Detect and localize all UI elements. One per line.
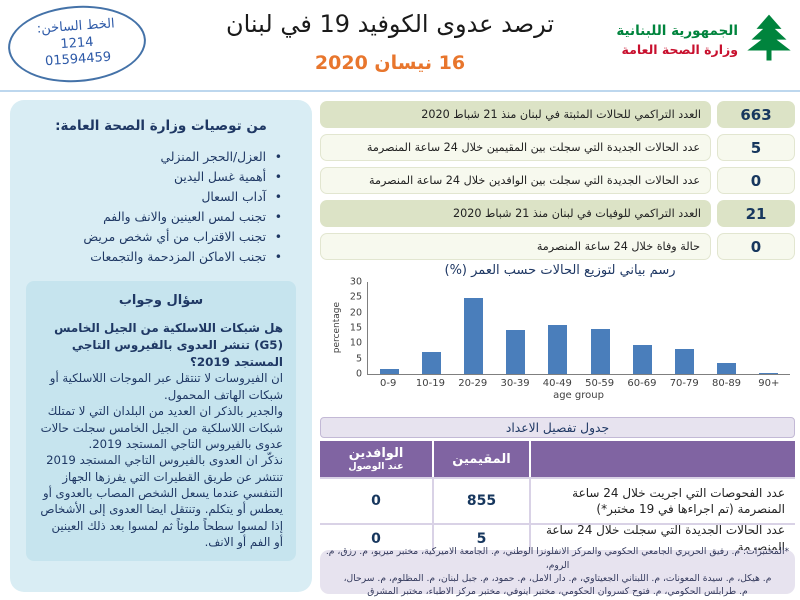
hotline-badge: الخط الساخن: 1214 01594459 (5, 1, 149, 87)
x-tick-label: 40-49 (542, 378, 572, 389)
y-tick-label: 0 (355, 368, 362, 380)
recommendation-item: تجنب لمس العينين والانف والفم (26, 208, 282, 228)
chart-bar (663, 282, 705, 374)
sidebar-panel: من توصيات وزارة الصحة العامة: العزل/الحج… (10, 100, 312, 592)
stat-value: 21 (717, 200, 795, 227)
detail-table: المقيمين الوافدين عند الوصول عدد الفحوصا… (320, 441, 795, 554)
x-tick-label: 0-9 (379, 378, 397, 389)
header-cell-arrivals: الوافدين عند الوصول (320, 441, 432, 477)
stat-value: 5 (717, 134, 795, 161)
header-cell-residents: المقيمين (434, 441, 529, 477)
recommendation-item: أهمية غسل اليدين (26, 168, 282, 188)
residents-value: 5 (434, 525, 529, 552)
laboratories-footnote: *المختبرات: م. رفيق الحريري الجامعي الحك… (320, 546, 795, 597)
x-tick-label: 30-39 (500, 378, 530, 389)
x-tick-label: 60-69 (627, 378, 657, 389)
qa-title: سؤال وجواب (118, 293, 204, 309)
stat-label: العدد التراكمي للحالات المثبتة في لبنان … (320, 101, 711, 128)
age-distribution-chart: رسم بياني لتوزيع الحالات حسب العمر (%) p… (330, 263, 790, 413)
arrivals-header-sublabel: عند الوصول (348, 461, 404, 472)
chart-bar (495, 282, 537, 374)
x-axis-ticks: 0-9 10-19 20-29 30-39 40-49 50-59 60-69 70-79 80… (367, 378, 790, 389)
page-title: ترصد عدوى الكوفيد 19 في لبنان (225, 10, 555, 38)
chart-bar (579, 282, 621, 374)
plot-area (367, 282, 790, 375)
chart-bar (621, 282, 663, 374)
chart-bar (706, 282, 748, 374)
header-cell-empty (531, 441, 795, 477)
ministry-logo: الجمهورية اللبنانية وزارة الصحة العامة (616, 12, 794, 68)
detail-table-header: المقيمين الوافدين عند الوصول (320, 441, 795, 477)
qa-answer-paragraph: نذكّر ان العدوى بالفيروس التاجي المستجد … (40, 453, 283, 550)
x-tick-label: 20-29 (458, 378, 488, 389)
recommendation-item: آداب السعال (26, 188, 282, 208)
stat-label: العدد التراكمي للوفيات في لبنان منذ 21 ش… (320, 200, 711, 227)
stat-row-new-resident-cases: 5 عدد الحالات الجديدة التي سجلت بين المق… (320, 134, 795, 161)
stat-row-cumulative-deaths: 21 العدد التراكمي للوفيات في لبنان منذ 2… (320, 200, 795, 227)
recommendation-item: تجنب الاقتراب من أي شخص مريض (26, 228, 282, 248)
stat-row-new-arrival-cases: 0 عدد الحالات الجديدة التي سجلت بين الوا… (320, 167, 795, 194)
logo-ministry-label: وزارة الصحة العامة (621, 41, 738, 57)
residents-value: 855 (434, 479, 529, 523)
hotline-number-long: 01594459 (44, 50, 112, 70)
stat-row-cumulative-cases: 663 العدد التراكمي للحالات المثبتة في لب… (320, 101, 795, 128)
stats-list: 663 العدد التراكمي للحالات المثبتة في لب… (320, 101, 795, 260)
stat-value: 0 (717, 167, 795, 194)
x-axis-label: age group (553, 390, 604, 401)
stat-value: 0 (717, 233, 795, 260)
chart-bar (368, 282, 410, 374)
table-row-tests: عدد الفحوصات التي اجريت خلال 24 ساعة الم… (320, 479, 795, 523)
row-label: عدد الحالات الجديدة التي سجلت خلال 24 سا… (531, 523, 795, 554)
y-tick-label: 25 (349, 291, 362, 303)
stat-label: عدد الحالات الجديدة التي سجلت بين المقيم… (320, 134, 711, 161)
chart-bar (452, 282, 494, 374)
qa-answer-paragraph: والجدير بالذكر ان العديد من البلدان التي… (40, 404, 283, 451)
chart-bar (748, 282, 790, 374)
y-tick-label: 30 (349, 276, 362, 288)
x-tick-label: 10-19 (415, 378, 445, 389)
footnote-line: م. طرابلس الحكومي، م. فتوح كسروان الحكوم… (367, 586, 748, 598)
arrivals-value: 0 (320, 479, 432, 523)
y-tick-label: 20 (349, 307, 362, 319)
y-axis: 0 5 10 15 20 25 30 (343, 277, 367, 380)
row-label: عدد الفحوصات التي اجريت خلال 24 ساعة الم… (531, 479, 795, 523)
recommendation-item: تجنب الاماكن المزدحمة والتجمعات (26, 248, 282, 268)
footnote-line: م. هيكل، م. سيدة المعونات، م. اللبناني ا… (343, 573, 772, 584)
y-tick-label: 10 (349, 337, 362, 349)
recommendations-list: العزل/الحجر المنزلي أهمية غسل اليدين آدا… (26, 148, 282, 267)
stat-value: 663 (717, 101, 795, 128)
qa-answer-paragraph: ان الفيروسات لا تنتقل عبر الموجات اللاسل… (49, 371, 283, 402)
x-tick-label: 70-79 (669, 378, 699, 389)
arrivals-value: 0 (320, 525, 432, 552)
x-tick-label: 90+ (758, 378, 780, 389)
recommendation-item: العزل/الحجر المنزلي (26, 148, 282, 168)
cedar-icon (744, 12, 794, 68)
chart-bar (410, 282, 452, 374)
stat-label: عدد الحالات الجديدة التي سجلت بين الوافد… (320, 167, 711, 194)
recommendations-title: من توصيات وزارة الصحة العامة: (55, 118, 267, 134)
y-axis-label: percentage (331, 302, 342, 354)
stat-label: حالة وفاة خلال 24 ساعة المنصرمة (320, 233, 711, 260)
x-tick-label: 80-89 (711, 378, 742, 389)
table-row-new-cases: عدد الحالات الجديدة التي سجلت خلال 24 سا… (320, 523, 795, 554)
detail-table-title: جدول تفصيل الاعداد (320, 417, 795, 438)
header-divider (0, 90, 800, 92)
qa-question: هل شبكات اللاسلكية من الجيل الخامس (G5) … (54, 321, 283, 369)
y-tick-label: 15 (349, 322, 362, 334)
x-tick-label: 50-59 (585, 378, 615, 389)
arrivals-header-label: الوافدين (348, 446, 404, 461)
y-tick-label: 5 (355, 353, 362, 365)
residents-header-label: المقيمين (452, 451, 511, 467)
report-date: 16 نيسان 2020 (314, 52, 466, 74)
logo-republic-label: الجمهورية اللبنانية (616, 22, 738, 39)
footnote-line: *المختبرات: م. رفيق الحريري الجامعي الحك… (325, 546, 790, 571)
chart-bar (537, 282, 579, 374)
stat-row-deaths-24h: 0 حالة وفاة خلال 24 ساعة المنصرمة (320, 233, 795, 260)
qa-panel: سؤال وجواب هل شبكات اللاسلكية من الجيل ا… (26, 281, 296, 561)
chart-title: رسم بياني لتوزيع الحالات حسب العمر (%) (444, 263, 676, 278)
